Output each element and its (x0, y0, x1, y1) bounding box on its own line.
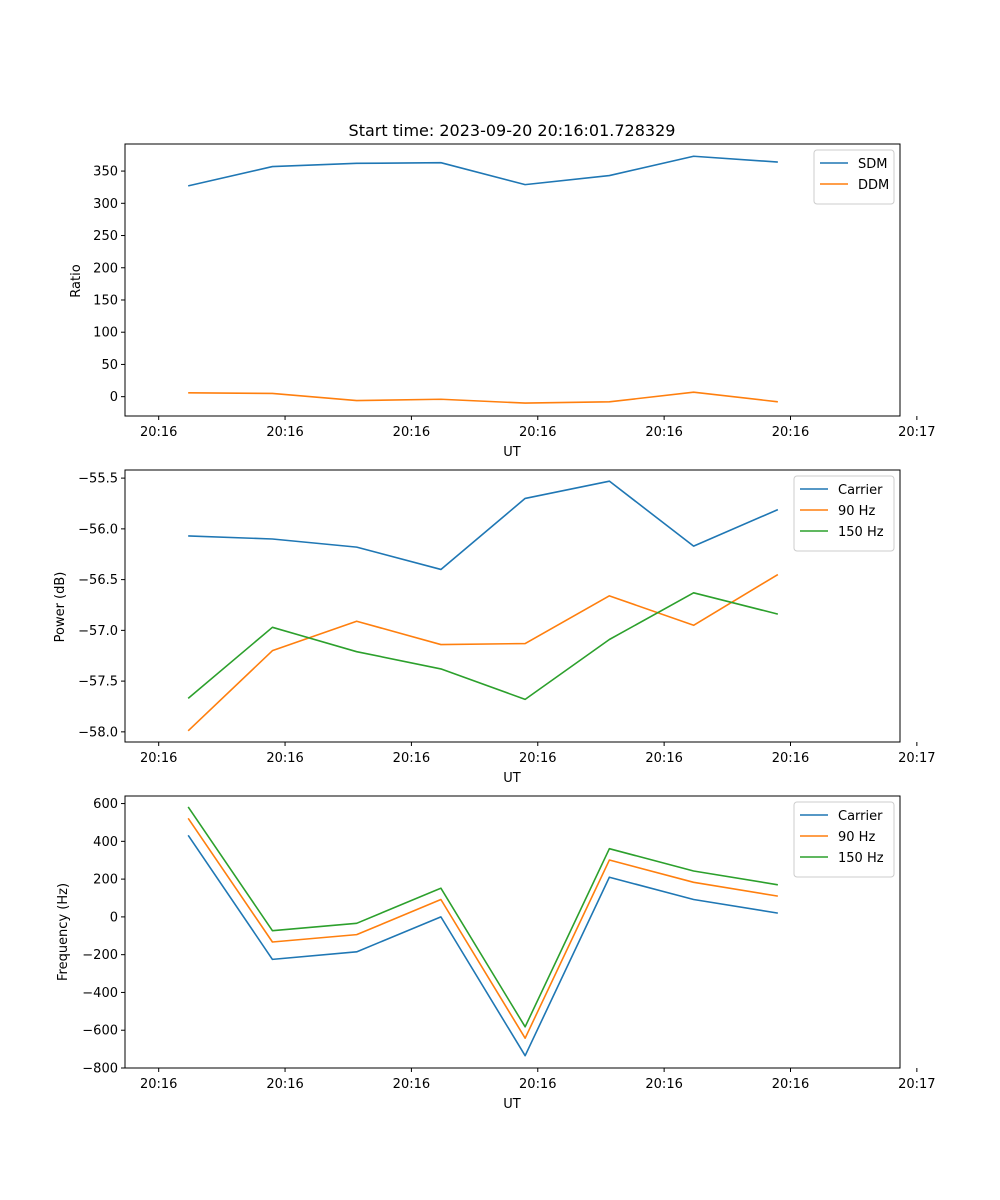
legend-box (793, 801, 895, 878)
y-tick-label: −200 (82, 948, 118, 963)
x-tick-label: 20:16 (140, 751, 177, 766)
series-line-90-hz (187, 817, 778, 1039)
legend-label: Carrier (838, 809, 883, 824)
legend-label: 150 Hz (838, 851, 884, 866)
y-tick-label: 400 (93, 835, 118, 850)
x-tick-label: 20:17 (898, 425, 935, 440)
x-tick-label: 20:16 (645, 751, 682, 766)
legend-label: DDM (858, 178, 889, 193)
axes-frame (124, 143, 901, 417)
x-tick-label: 20:16 (140, 1077, 177, 1092)
series-line-sdm (188, 155, 778, 187)
x-tick-label: 20:16 (266, 751, 303, 766)
legend: Carrier 90 Hz 150 Hz (793, 475, 895, 552)
x-tick-label: 20:16 (772, 751, 809, 766)
y-tick-label: 200 (93, 873, 118, 888)
y-axis-label: Ratio (69, 264, 84, 297)
y-tick-label: −800 (82, 1062, 118, 1077)
legend: Carrier 90 Hz 150 Hz (793, 801, 895, 878)
series-line-90-hz (187, 573, 779, 732)
x-tick-label: 20:17 (898, 751, 935, 766)
x-tick-label: 20:17 (898, 1077, 935, 1092)
y-tick-label: −600 (82, 1024, 118, 1039)
y-tick-label: 200 (93, 261, 118, 276)
axes-frame (124, 469, 901, 743)
legend-label: 150 Hz (838, 525, 884, 540)
x-axis-label: UT (503, 1097, 521, 1112)
x-tick-label: 20:16 (393, 425, 430, 440)
x-tick-label: 20:16 (772, 1077, 809, 1092)
x-tick-label: 20:16 (645, 425, 682, 440)
legend-box (793, 475, 895, 552)
series-line-carrier (188, 480, 779, 571)
series-line-150-hz (187, 592, 779, 701)
y-tick-label: 250 (93, 229, 118, 244)
y-axis-label: Power (dB) (53, 572, 68, 643)
y-tick-label: 100 (93, 326, 118, 341)
power-panel: Power (dB) UT 20:16 20:16 20:16 20:16 20:16 2… (53, 469, 936, 786)
legend-label: Carrier (838, 483, 883, 498)
y-tick-label: −57.0 (78, 624, 118, 639)
y-tick-label: −56.0 (78, 522, 118, 537)
ratio-panel: Start time: 2023-09-20 20:16:01.728329 R… (69, 121, 936, 460)
x-tick-label: 20:16 (393, 751, 430, 766)
x-axis-label: UT (503, 445, 521, 460)
x-tick-label: 20:16 (519, 1077, 556, 1092)
y-tick-label: 0 (110, 390, 118, 405)
y-tick-label: 600 (93, 797, 118, 812)
x-tick-label: 20:16 (772, 425, 809, 440)
legend-label: SDM (858, 157, 887, 172)
legend-label: 90 Hz (838, 504, 875, 519)
y-tick-label: 50 (101, 358, 118, 373)
y-axis-label: Frequency (Hz) (56, 883, 71, 981)
y-tick-label: −56.5 (78, 573, 118, 588)
series-line-150-hz (187, 806, 778, 1028)
x-tick-label: 20:16 (393, 1077, 430, 1092)
series-line-carrier (187, 834, 778, 1057)
y-tick-label: 300 (93, 197, 118, 212)
x-tick-label: 20:16 (519, 425, 556, 440)
y-tick-label: 150 (93, 293, 118, 308)
y-tick-label: 350 (93, 165, 118, 180)
chart-title: Start time: 2023-09-20 20:16:01.728329 (349, 121, 676, 140)
x-axis-label: UT (503, 771, 521, 786)
x-tick-label: 20:16 (266, 1077, 303, 1092)
axes-frame (124, 795, 901, 1069)
legend: SDM DDM (813, 149, 895, 205)
x-tick-label: 20:16 (519, 751, 556, 766)
y-tick-label: −55.5 (78, 472, 118, 487)
y-tick-label: 0 (110, 910, 118, 925)
y-tick-label: −57.5 (78, 675, 118, 690)
frequency-panel: Frequency (Hz) UT 20:16 20:16 20:16 20:16 20… (56, 795, 936, 1112)
series-line-ddm (188, 391, 778, 404)
x-tick-label: 20:16 (266, 425, 303, 440)
y-tick-label: −400 (82, 986, 118, 1001)
x-tick-label: 20:16 (645, 1077, 682, 1092)
legend-label: 90 Hz (838, 830, 875, 845)
x-tick-label: 20:16 (140, 425, 177, 440)
y-tick-label: −58.0 (78, 725, 118, 740)
